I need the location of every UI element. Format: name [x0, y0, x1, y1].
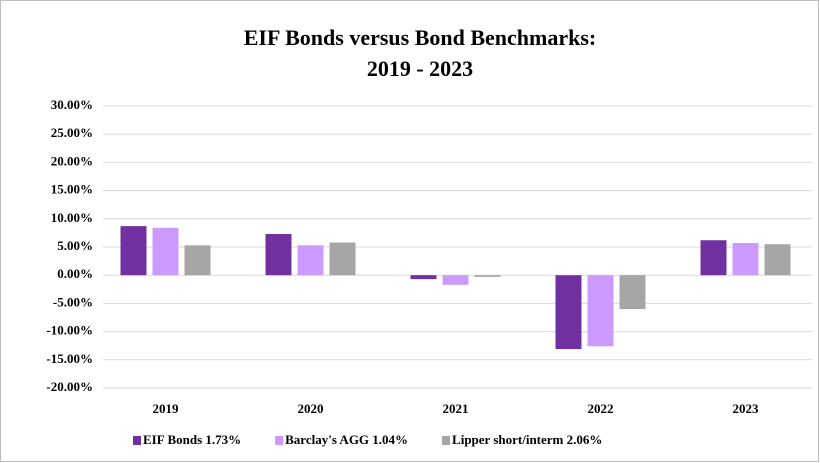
bar	[442, 275, 469, 285]
x-tick-label: 2019	[153, 401, 180, 416]
y-tick-label: -10.00%	[46, 323, 93, 338]
y-tick-label: 10.00%	[51, 210, 93, 225]
bar	[410, 275, 437, 280]
x-tick-label: 2022	[588, 401, 614, 416]
bar	[587, 275, 614, 347]
bar	[184, 245, 211, 276]
bar	[764, 244, 791, 276]
bar	[619, 275, 646, 310]
bar	[265, 234, 292, 276]
y-tick-label: 5.00%	[57, 238, 93, 253]
bar	[120, 226, 147, 276]
legend-swatch	[133, 436, 141, 445]
y-tick-label: 20.00%	[51, 153, 93, 168]
bar	[732, 243, 759, 276]
chart-title: 2019 - 2023	[367, 56, 473, 81]
chart-title: EIF Bonds versus Bond Benchmarks:	[244, 25, 596, 50]
legend-label: EIF Bonds 1.73%	[143, 432, 241, 447]
y-tick-label: 25.00%	[51, 125, 93, 140]
y-tick-label: 0.00%	[57, 266, 93, 281]
y-tick-label: 30.00%	[51, 97, 93, 112]
bar	[474, 275, 501, 277]
y-tick-label: -15.00%	[46, 351, 93, 366]
bar	[152, 227, 179, 276]
x-tick-label: 2021	[443, 401, 469, 416]
legend-label: Lipper short/interm 2.06%	[452, 432, 602, 447]
y-tick-label: -20.00%	[46, 379, 93, 394]
legend-swatch	[442, 436, 451, 445]
legend-swatch	[275, 436, 284, 445]
bar	[297, 245, 324, 276]
x-tick-label: 2020	[298, 401, 324, 416]
bar	[700, 240, 727, 276]
bar	[329, 242, 356, 276]
bar	[555, 275, 582, 350]
y-tick-label: -5.00%	[53, 294, 93, 309]
x-tick-label: 2023	[733, 401, 760, 416]
y-tick-label: 15.00%	[51, 182, 93, 197]
legend-label: Barclay's AGG 1.04%	[285, 432, 408, 447]
